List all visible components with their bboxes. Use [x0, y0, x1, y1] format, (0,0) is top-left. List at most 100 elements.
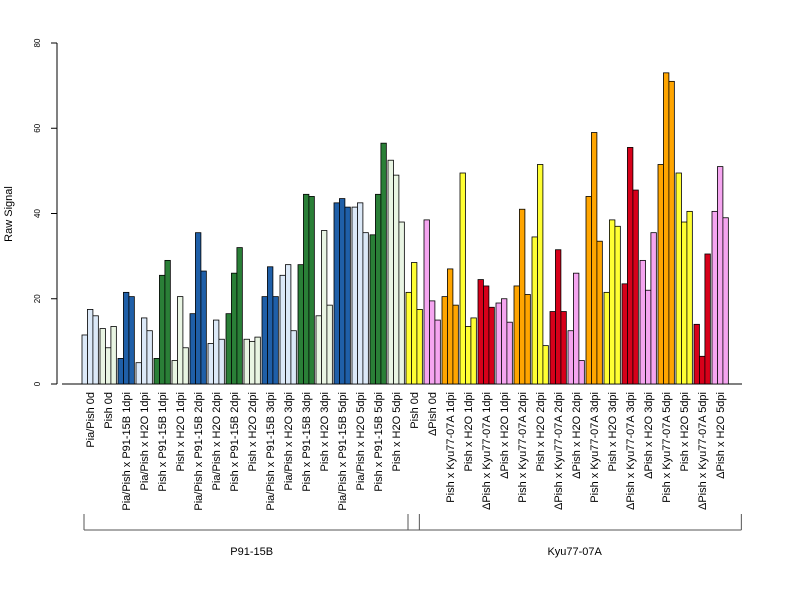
category-label: Pia/Pish x P91-15B 3dpi [265, 392, 277, 511]
bar [171, 360, 178, 385]
bar [141, 317, 148, 385]
bar [681, 221, 688, 385]
bar [711, 210, 718, 385]
category-label: ΔPish x H2O 2dpi [571, 392, 583, 479]
bar [182, 347, 189, 385]
bar [627, 147, 634, 385]
bar [387, 159, 394, 385]
bar [423, 219, 430, 385]
category-labels: Pia/Pish 0d Pish 0d Pia/Pish x P91-15B 1dp… [85, 392, 727, 511]
bar [135, 362, 142, 385]
bar [117, 358, 124, 385]
category-label: Pish x H2O 3dpi [607, 392, 619, 471]
category-label: Pish x H2O 2dpi [535, 392, 547, 471]
category-label: ΔPish x Kyu77-07A 3dpi [625, 392, 637, 510]
bar [416, 309, 423, 385]
group-brackets: P91-15B Kyu77-07A [83, 514, 742, 558]
category-label: Pia/Pish x P91-15B 2dpi [193, 392, 205, 511]
group-label: Kyu77-07A [547, 546, 602, 558]
category-label: Pish x Kyu77-07A 5dpi [661, 392, 673, 503]
bar [650, 232, 657, 385]
category-label: Pish x P91-15B 1dpi [157, 392, 169, 492]
category-label: ΔPish x H2O 1dpi [499, 392, 511, 479]
category-label: Pish 0d [409, 392, 421, 429]
bar [477, 279, 484, 385]
bar [470, 317, 477, 385]
bar [153, 358, 160, 385]
category-label: Pia/Pish x H2O 1dpi [139, 392, 151, 490]
bar [483, 285, 490, 385]
category-label: Pish x H2O 5dpi [679, 392, 691, 471]
bar [663, 72, 670, 385]
category-label: ΔPish x Kyu77-07A 2dpi [553, 392, 565, 510]
bar [249, 340, 256, 385]
bar [488, 306, 495, 385]
bar [722, 217, 729, 385]
bar [357, 202, 364, 385]
category-label: Pia/Pish x P91-15B 1dpi [121, 392, 133, 511]
category-label: ΔPish x Kyu77-07A 5dpi [697, 392, 709, 510]
bar [693, 323, 700, 385]
bar [159, 274, 166, 385]
bar [459, 172, 466, 385]
bar [351, 206, 358, 385]
category-label: Pish x H2O 1dpi [463, 392, 475, 471]
category-label: Pish x P91-15B 2dpi [229, 392, 241, 492]
bar [213, 319, 220, 385]
bar [645, 289, 652, 385]
bar [189, 313, 196, 385]
category-label: ΔPish x Kyu77-07A 1dpi [481, 392, 493, 510]
bar [87, 309, 94, 385]
category-label: ΔPish x H2O 5dpi [715, 392, 727, 479]
category-label: Pish x Kyu77-07A 2dpi [517, 392, 529, 503]
bar [621, 283, 628, 385]
bar [123, 291, 130, 385]
bar [603, 291, 610, 385]
category-label: Pia/Pish x H2O 3dpi [283, 392, 295, 490]
bar [578, 360, 585, 385]
bar [573, 272, 580, 385]
bar [272, 296, 279, 385]
bar [441, 296, 448, 385]
bar [290, 330, 297, 385]
bar [657, 164, 664, 385]
bar [699, 355, 706, 385]
category-label: Pish x P91-15B 5dpi [373, 392, 385, 492]
bar [344, 206, 351, 385]
bar [591, 132, 598, 385]
bar [308, 196, 315, 385]
bar [195, 232, 202, 385]
bar [128, 296, 135, 385]
bar [567, 330, 574, 385]
category-label: Pia/Pish 0d [85, 392, 97, 448]
group-label: P91-15B [230, 546, 273, 558]
bar [393, 174, 400, 385]
bar [411, 262, 418, 385]
bar [531, 236, 538, 385]
bar [231, 272, 238, 385]
bar [243, 338, 250, 385]
category-label: Pia/Pish x H2O 5dpi [355, 392, 367, 490]
bar [465, 326, 472, 385]
bar [429, 300, 436, 385]
bar [405, 291, 412, 385]
bar [542, 345, 549, 385]
bar [81, 334, 88, 385]
bar [614, 225, 621, 385]
category-label: Pish x H2O 2dpi [247, 392, 259, 471]
bar [495, 302, 502, 385]
bar [362, 232, 369, 385]
bar [447, 268, 454, 385]
bar [146, 330, 153, 385]
bar [717, 166, 724, 385]
y-axis-title: Raw Signal [3, 186, 15, 242]
bar [452, 304, 459, 385]
bar [225, 313, 232, 385]
bar [218, 338, 225, 385]
category-label: Pish x Kyu77-07A 1dpi [445, 392, 457, 503]
category-label: ΔPish x H2O 3dpi [643, 392, 655, 479]
bar [506, 321, 513, 385]
y-tick-label: 20 [33, 294, 42, 303]
bar [105, 347, 112, 385]
